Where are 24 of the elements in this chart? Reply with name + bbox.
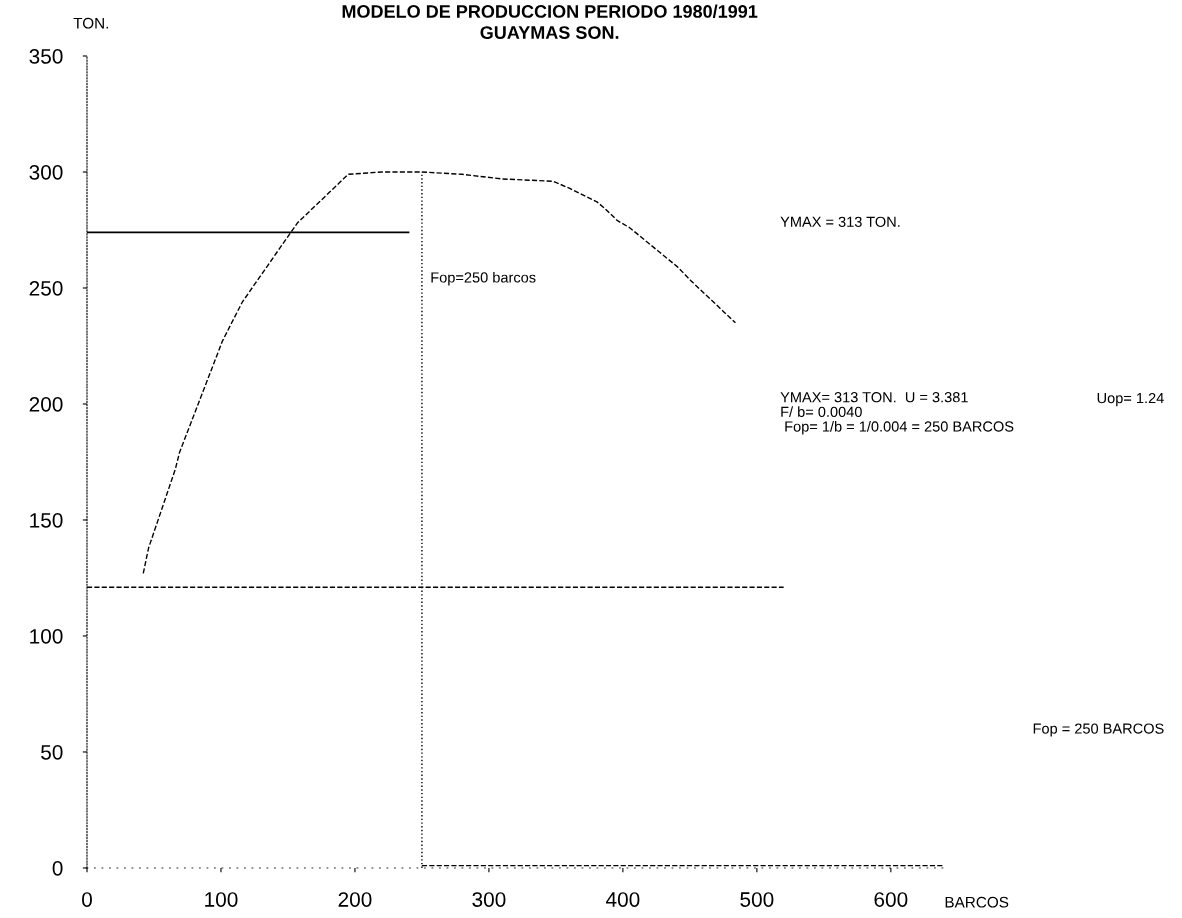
y-tick-label: 0: [52, 860, 63, 876]
x-tick-label: 0: [82, 892, 92, 907]
y-axis-title: TON.: [73, 17, 108, 29]
y-tick-label: 300: [29, 165, 63, 180]
x-tick-label: 100: [205, 892, 238, 907]
x-axis-title: BARCOS: [945, 896, 1009, 908]
x-tick-label: 300: [472, 892, 506, 907]
text: Uop= 1.24: [1097, 392, 1164, 407]
y-tick-label: 50: [41, 744, 63, 760]
chart-subtitle: GUAYMAS SON.: [480, 26, 619, 39]
x-tick-label: 400: [605, 892, 640, 907]
y-tick-label: 100: [30, 628, 63, 644]
y-tick-label: 250: [29, 280, 63, 296]
y-tick-label: 350: [29, 49, 63, 64]
annotation: YMAX= 313 TON. U = 3.381 F/ b= 0.0040 Fop= 1/b = 1/0.004 = 250 BARCOS: [780, 392, 1014, 435]
x-tick-label: 600: [874, 892, 908, 907]
x-tick-label: 500: [740, 892, 774, 907]
chart-title: MODELO DE PRODUCCION PERIODO 1980/1991: [342, 4, 758, 19]
text: Fop = 250 BARCOS: [1033, 723, 1164, 737]
annotation: YMAX = 313 TON.: [780, 216, 900, 227]
y-tick-label: 150: [30, 512, 63, 528]
annotation: Fop=250 barcos: [431, 271, 536, 286]
y-tick-label: 200: [29, 396, 63, 412]
x-tick-label: 200: [338, 892, 372, 907]
